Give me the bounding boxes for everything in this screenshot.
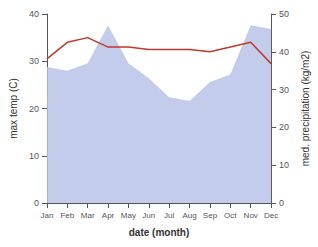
svg-text:40: 40 [279,47,289,57]
svg-text:20: 20 [279,122,289,132]
svg-text:date (month): date (month) [129,227,190,238]
svg-text:40: 40 [29,9,39,19]
svg-text:Aug: Aug [182,211,196,220]
svg-text:Dec: Dec [264,211,278,220]
svg-text:0: 0 [34,198,39,208]
svg-text:30: 30 [279,85,289,95]
svg-text:max temp (C): max temp (C) [8,78,19,139]
svg-text:Mar: Mar [81,211,95,220]
svg-text:Jul: Jul [164,211,174,220]
svg-text:Jan: Jan [40,211,53,220]
svg-text:Apr: Apr [102,211,115,220]
svg-text:Feb: Feb [60,211,74,220]
svg-text:Oct: Oct [224,211,237,220]
svg-text:30: 30 [29,56,39,66]
svg-text:50: 50 [279,9,289,19]
svg-text:10: 10 [279,160,289,170]
svg-text:Sep: Sep [203,211,218,220]
svg-text:0: 0 [279,198,284,208]
svg-text:20: 20 [29,104,39,114]
svg-text:Nov: Nov [244,211,258,220]
svg-text:10: 10 [29,151,39,161]
svg-text:May: May [121,211,136,220]
svg-text:med. precipitation (kg/m2): med. precipitation (kg/m2) [300,51,311,167]
svg-text:Jun: Jun [142,211,155,220]
